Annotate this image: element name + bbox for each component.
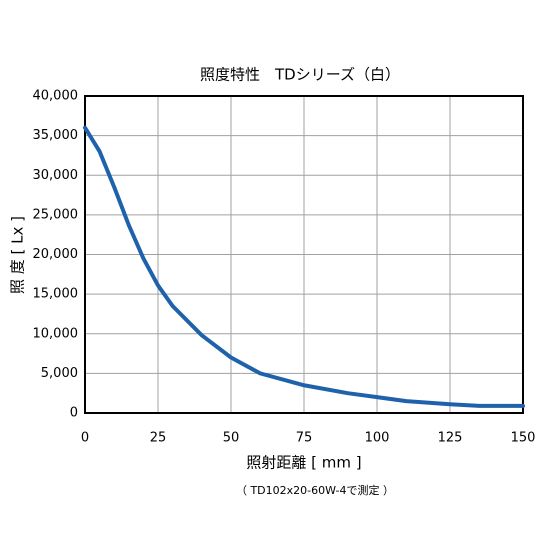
x-tick-label: 25 bbox=[150, 431, 167, 446]
y-tick-label: 5,000 bbox=[41, 366, 78, 381]
x-tick-label: 75 bbox=[296, 431, 313, 446]
x-tick-label: 125 bbox=[438, 431, 463, 446]
y-tick-label: 30,000 bbox=[33, 168, 79, 183]
y-tick-label: 35,000 bbox=[33, 128, 79, 143]
x-tick-label: 150 bbox=[511, 431, 536, 446]
y-tick-label: 0 bbox=[70, 406, 78, 421]
x-tick-label: 50 bbox=[223, 431, 240, 446]
y-axis-label: 照 度 [ Lx ] bbox=[9, 216, 27, 294]
y-tick-label: 25,000 bbox=[33, 207, 79, 222]
plot-frame bbox=[84, 95, 524, 414]
data-line bbox=[83, 125, 525, 408]
chart-title: 照度特性 TDシリーズ（白） bbox=[200, 66, 400, 84]
note: （ TD102x20-60W-4で測定 ） bbox=[236, 483, 394, 497]
y-tick-label: 20,000 bbox=[33, 247, 79, 262]
x-axis-label: 照射距離 [ mm ] bbox=[246, 454, 361, 472]
y-tick-label: 10,000 bbox=[33, 326, 79, 341]
y-tick-label: 40,000 bbox=[33, 89, 79, 104]
y-tick-label: 15,000 bbox=[33, 287, 79, 302]
x-tick-label: 100 bbox=[365, 431, 390, 446]
x-tick-label: 0 bbox=[81, 431, 89, 446]
